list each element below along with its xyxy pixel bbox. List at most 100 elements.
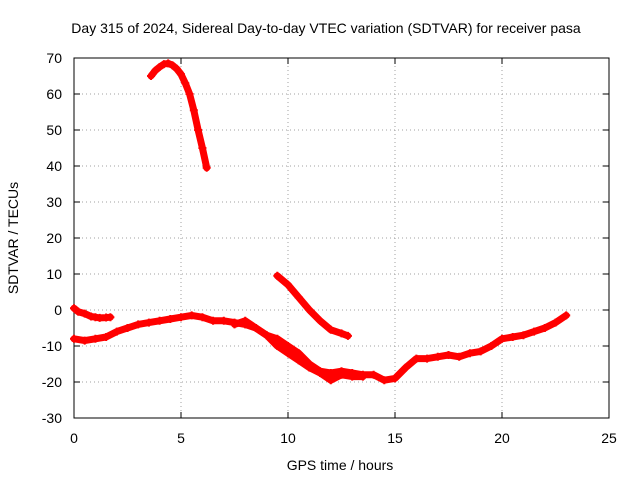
data-point-arc-3 (189, 106, 198, 115)
data-point-arc-2 (155, 316, 164, 325)
data-point-arc-2 (219, 316, 228, 325)
data-point-arc-5 (316, 316, 325, 325)
data-point-arc-2 (487, 342, 496, 350)
data-point-arc-4 (230, 320, 239, 329)
axis-ticks (73, 57, 610, 419)
data-point-arc-2 (465, 349, 474, 358)
data-point-arc-3 (198, 144, 207, 152)
y-tick-label: 0 (54, 302, 62, 318)
x-axis-label: GPS time / hours (287, 457, 394, 473)
data-point-arc-4 (241, 316, 250, 325)
y-tick-label: 60 (46, 86, 62, 102)
data-point-arc-2 (519, 331, 528, 340)
data-point-arc-5 (273, 271, 282, 280)
data-point-arc-4 (251, 324, 260, 332)
data-point-arc-4 (273, 342, 282, 350)
data-point-arc-2 (551, 318, 560, 327)
data-point-arc-3 (202, 163, 211, 172)
y-tick-labels: -30 -20 -10 0 10 20 30 40 50 60 70 (42, 50, 62, 426)
data-point-arc-1 (80, 309, 89, 318)
y-tick-label: 40 (46, 158, 62, 174)
data-point-arc-2 (102, 333, 111, 341)
data-point-arc-5 (343, 331, 352, 340)
data-point-arc-1 (70, 304, 78, 313)
data-point-arc-2 (209, 316, 218, 325)
data-point-arc-4 (294, 356, 303, 365)
data-point-arc-2 (166, 315, 175, 323)
data-point-arc-2 (294, 349, 303, 358)
data-point-arc-3 (185, 90, 194, 98)
data-point-arc-2 (284, 342, 292, 350)
x-tick-label: 10 (280, 430, 296, 446)
data-point-arc-2 (476, 347, 485, 356)
data-point-arc-3 (181, 79, 190, 88)
data-point-arc-2 (187, 311, 196, 320)
data-point-arc-5 (305, 306, 314, 314)
y-tick-label: -30 (42, 410, 62, 426)
y-tick-label: -20 (42, 374, 62, 390)
data-point-arc-3 (155, 63, 164, 71)
data-point-arc-1 (74, 307, 83, 316)
data-point-arc-2 (380, 376, 389, 385)
data-point-arc-3 (177, 70, 185, 79)
x-tick-label: 20 (494, 430, 510, 446)
y-tick-label: 50 (46, 122, 62, 138)
data-point-arc-2 (423, 354, 432, 363)
data-point-arc-4 (326, 376, 335, 385)
y-tick-label: 10 (46, 266, 62, 282)
data-point-arc-2 (80, 336, 89, 345)
y-tick-label: 30 (46, 194, 62, 210)
data-point-arc-2 (444, 351, 453, 359)
data-point-arc-2 (508, 333, 517, 341)
data-point-arc-3 (151, 66, 160, 75)
data-point-arc-2 (401, 363, 410, 372)
data-point-arc-3 (168, 61, 177, 70)
y-axis-label: SDTVAR / TECUs (5, 182, 21, 294)
data-point-arc-3 (164, 59, 173, 68)
data-point-arc-4 (284, 349, 292, 358)
data-point-arc-2 (198, 313, 207, 322)
data-point-arc-2 (70, 334, 78, 343)
chart-title: Day 315 of 2024, Sidereal Day-to-day VTE… (71, 20, 581, 36)
data-point-arc-5 (337, 329, 346, 338)
y-tick-label: -10 (42, 338, 62, 354)
grid-lines (74, 58, 609, 418)
data-point-arc-3 (172, 64, 181, 73)
data-point-arc-2 (123, 324, 132, 332)
data-point-arc-2 (144, 318, 153, 327)
data-point-arc-2 (433, 352, 442, 361)
x-tick-label: 0 (70, 430, 78, 446)
data-point-arc-3 (147, 72, 156, 80)
x-tick-label: 25 (601, 430, 617, 446)
data-point-arc-2 (91, 334, 100, 343)
data-point-arc-2 (326, 369, 335, 377)
data-point-arc-2 (530, 327, 539, 336)
data-point-arc-2 (391, 374, 399, 383)
data-point-arc-2 (540, 324, 549, 332)
data-point-arc-2 (177, 313, 185, 322)
data-point-arc-2 (455, 352, 464, 361)
data-point-arc-5 (326, 325, 335, 334)
data-series (70, 59, 571, 385)
x-tick-labels: 0 5 10 15 20 25 (70, 430, 617, 446)
x-tick-label: 5 (177, 430, 185, 446)
data-point-arc-5 (294, 293, 303, 302)
data-point-arc-2 (562, 311, 571, 320)
data-point-arc-2 (134, 320, 143, 329)
y-tick-label: 20 (46, 230, 62, 246)
data-point-arc-4 (316, 369, 325, 377)
data-point-arc-4 (348, 372, 357, 381)
x-tick-label: 15 (387, 430, 403, 446)
series-line-arc-3 (147, 59, 211, 172)
data-point-arc-2 (498, 334, 506, 343)
y-tick-label: 70 (46, 50, 62, 66)
data-point-arc-4 (337, 370, 346, 379)
data-point-arc-2 (369, 370, 378, 379)
data-point-arc-2 (412, 354, 421, 363)
data-point-arc-5 (284, 280, 292, 289)
data-point-arc-4 (358, 372, 367, 381)
data-point-arc-4 (262, 331, 271, 340)
data-point-arc-1 (106, 313, 115, 322)
data-point-arc-3 (194, 126, 203, 134)
